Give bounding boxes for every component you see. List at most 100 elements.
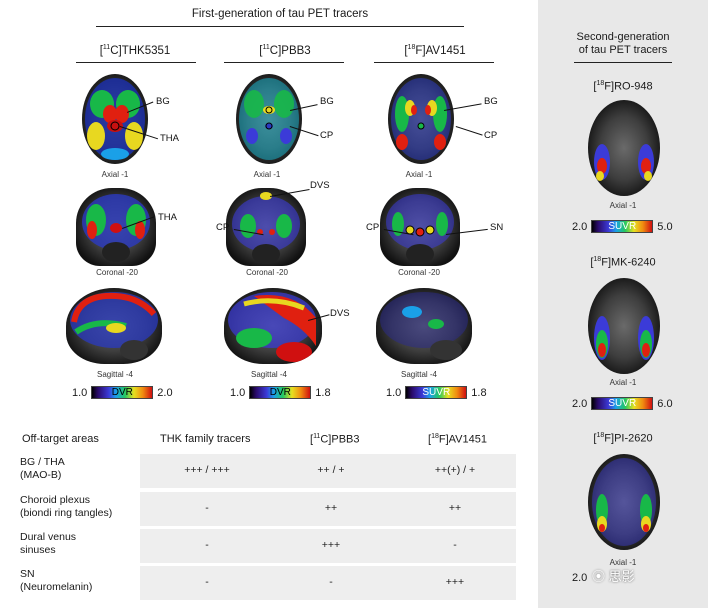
pbb3-coronal-scan [226,188,306,266]
table-row: SN (Neuromelanin) - - +++ [14,566,516,600]
annotation-cp: CP [366,222,380,233]
scale-max: 1.8 [471,386,487,399]
annotation-tha: THA [158,212,177,223]
thk5351-coronal-scan [76,188,156,266]
scale-label: SUVR [422,387,451,398]
tracer-divider [374,62,494,63]
cell-thk: +++ / +++ [184,464,230,476]
tracer-divider [76,62,196,63]
table-header-av1451: [18F]AV1451 [428,433,487,446]
pbb3-coronal-label: Coronal -20 [246,268,288,277]
scale-label: DVR [269,387,291,398]
color-bar: DVR [249,386,312,399]
annotation-bg: BG [484,96,498,107]
scale-max: 1.8 [315,386,331,399]
row-band [140,566,516,600]
av1451-color-scale: 1.0 SUVR 1.8 [386,386,487,399]
tracer-heading-pbb3: [11C]PBB3 [259,44,311,57]
av1451-coronal-scan [380,188,460,266]
scale-max: 6.0 [657,397,673,410]
row-band [140,454,516,488]
mk6240-axial-label: Axial -1 [609,378,637,387]
row-band [140,529,516,563]
scale-min: 2.0 [572,572,588,584]
annotation-dvs: DVS [330,308,350,319]
table-header-off-target: Off-target areas [22,433,99,445]
pbb3-axial-scan [236,74,302,164]
row-label: Dural venus sinuses [20,531,77,556]
tracer-heading-thk5351: [11C]THK5351 [99,44,171,57]
av1451-sagittal-scan [376,288,472,364]
cell-thk: - [205,502,209,514]
color-bar: SUVR [591,397,654,410]
cell-pbb3: ++ / + [317,464,345,476]
scale-min: 1.0 [386,386,402,399]
tracer-heading-ro948: [18F]RO-948 [593,80,653,93]
pbb3-axial-label: Axial -1 [253,170,281,179]
tracer-divider [224,62,344,63]
thk5351-sagittal-scan [66,288,162,364]
scale-min: 1.0 [72,386,88,399]
annotation-bg: BG [320,96,334,107]
cell-av1451: - [453,539,457,551]
table-header-pbb3: [11C]PBB3 [310,433,360,446]
tracer-heading-pi2620: [18F]PI-2620 [593,432,653,445]
annotation-cp: CP [320,130,334,141]
ro948-color-scale: 2.0 SUVR 5.0 [572,220,673,233]
pi2620-axial-label: Axial -1 [609,558,637,567]
cell-thk: - [205,539,209,551]
scale-min: 2.0 [572,220,588,233]
table-row: BG / THA (MAO-B) +++ / +++ ++ / + ++(+) /… [14,454,516,488]
scale-min: 1.0 [230,386,246,399]
scale-label: SUVR [608,398,637,409]
thk5351-axial-scan [82,74,148,164]
av1451-axial-label: Axial -1 [405,170,433,179]
annotation-dvs: DVS [310,180,330,191]
av1451-axial-scan [388,74,454,164]
ro948-axial-scan [588,100,660,196]
scale-max: 2.0 [157,386,173,399]
annotation-sn: SN [490,222,504,233]
cell-av1451: ++(+) / + [434,464,476,476]
av1451-sagittal-label: Sagittal -4 [400,370,438,379]
table-header-thk: THK family tracers [160,433,251,445]
watermark: ⦿ 思影 [592,569,635,584]
tracer-heading-av1451: [18F]AV1451 [404,44,466,57]
pbb3-color-scale: 1.0 DVR 1.8 [230,386,331,399]
cell-av1451: ++ [448,502,462,514]
row-label: BG / THA (MAO-B) [20,456,65,481]
tracer-heading-mk6240: [18F]MK-6240 [590,256,656,269]
mk6240-color-scale: 2.0 SUVR 6.0 [572,397,673,410]
second-gen-divider [574,62,672,63]
cell-pbb3: +++ [321,539,341,551]
av1451-coronal-label: Coronal -20 [398,268,440,277]
annotation-tha: THA [160,133,179,144]
thk5351-coronal-label: Coronal -20 [96,268,138,277]
row-label: SN (Neuromelanin) [20,568,93,593]
cell-pbb3: ++ [324,502,338,514]
pi2620-color-scale: 2.0 [572,572,587,584]
annotation-bg: BG [156,96,170,107]
second-gen-title: Second-generation of tau PET tracers [576,31,670,56]
ro948-axial-label: Axial -1 [609,201,637,210]
cell-av1451: +++ [445,576,465,588]
table-row: Choroid plexus (biondi ring tangles) - ++… [14,492,516,526]
pi2620-axial-scan [588,454,660,550]
pbb3-sagittal-scan [224,288,322,364]
row-label: Choroid plexus (biondi ring tangles) [20,494,113,519]
color-bar: SUVR [405,386,468,399]
leader-line [455,126,483,136]
thk5351-axial-label: Axial -1 [101,170,129,179]
annotation-cp: CP [484,130,498,141]
second-gen-panel: Second-generation of tau PET tracers [18F… [538,0,708,608]
pbb3-sagittal-label: Sagittal -4 [250,370,288,379]
row-band [140,492,516,526]
annotation-cp: CP [216,222,230,233]
thk5351-color-scale: 1.0 DVR 2.0 [72,386,173,399]
scale-label: DVR [111,387,133,398]
table-row: Dural venus sinuses - +++ - [14,529,516,563]
scale-max: 5.0 [657,220,673,233]
color-bar: DVR [91,386,154,399]
scale-label: SUVR [608,221,637,232]
first-gen-divider [96,26,464,27]
